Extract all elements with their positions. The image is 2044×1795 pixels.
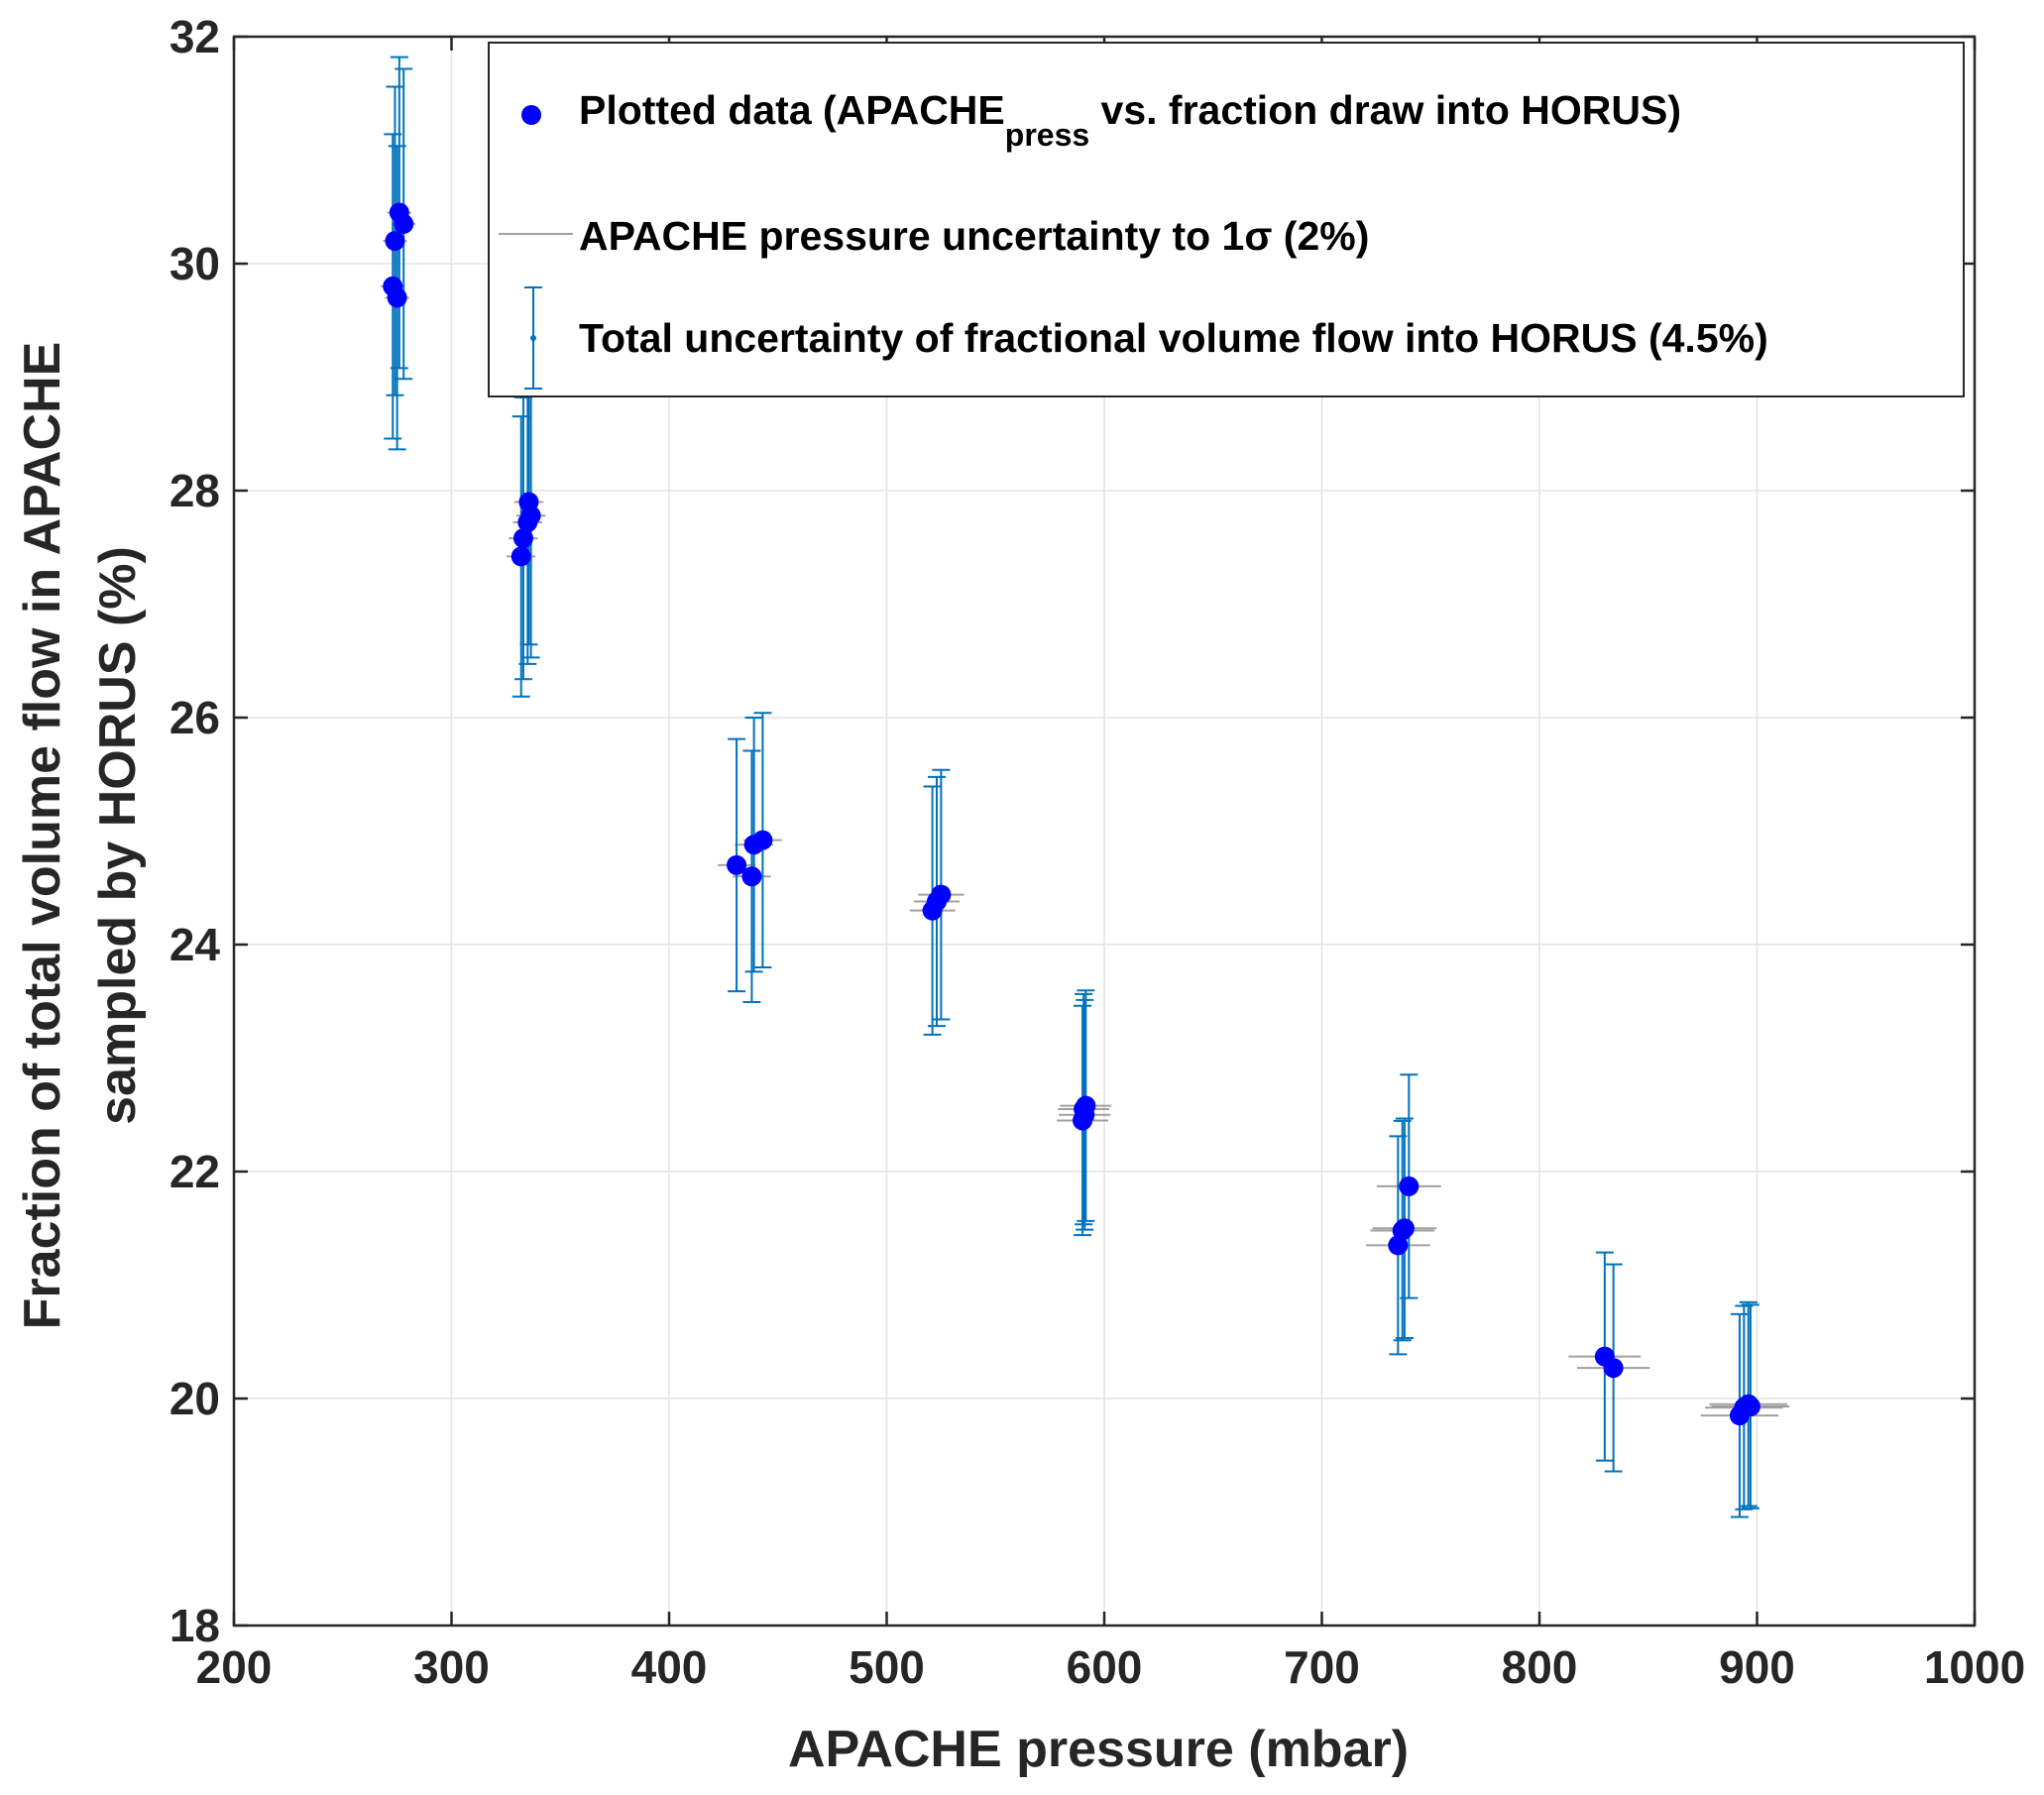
legend-marker-data [521, 105, 541, 125]
data-point [511, 546, 531, 567]
x-tick-label: 400 [631, 1641, 708, 1693]
data-point [727, 854, 747, 875]
x-tick-label: 600 [1067, 1641, 1143, 1693]
y-axis-title-line-2: sampled by HORUS (%) [89, 546, 147, 1125]
y-tick-label: 30 [170, 238, 220, 289]
legend-box [488, 42, 1965, 397]
data-point [1399, 1176, 1419, 1196]
data-point [1076, 1095, 1096, 1116]
data-point [512, 528, 533, 549]
x-tick-label: 500 [849, 1641, 925, 1693]
axis-ticks: 200 300 400 500 600 700 800 900 1000 18 20 22 24 26 28… [170, 11, 2025, 1693]
x-tick-label: 800 [1502, 1641, 1578, 1693]
legend-label-data-subscript: press [1005, 117, 1089, 153]
y-axis-title-line-1: Fraction of total volume flow in APACHE [14, 342, 71, 1330]
data-point [1394, 1218, 1415, 1239]
y-tick-label: 26 [170, 692, 220, 743]
legend: Plotted data (APACHEpress vs. fraction d… [488, 42, 1965, 397]
data-layer [381, 56, 1790, 1518]
y-tick-label: 20 [170, 1373, 220, 1424]
y-tick-label: 22 [170, 1146, 220, 1197]
legend-label-pressure: APACHE pressure uncertainty to 1σ (2%) [579, 213, 1369, 259]
y-tick-label: 28 [170, 465, 220, 516]
data-point [1603, 1358, 1624, 1379]
data-point [741, 866, 762, 887]
x-tick-label: 1000 [1924, 1641, 2025, 1693]
legend-label-data-suffix: vs. fraction draw into HORUS) [1089, 87, 1681, 133]
x-tick-label: 900 [1719, 1641, 1795, 1693]
data-point [385, 231, 405, 252]
data-point [752, 830, 773, 850]
x-axis-title: APACHE pressure (mbar) [788, 1721, 1409, 1778]
x-tick-label: 700 [1284, 1641, 1360, 1693]
data-point [1740, 1397, 1760, 1417]
legend-label-errorbar: Total uncertainty of fractional volume f… [579, 315, 1768, 361]
legend-label-data: Plotted data (APACHEpress vs. fraction d… [579, 87, 1681, 153]
legend-marker-errorbar [524, 286, 542, 390]
data-point [931, 884, 952, 905]
x-tick-label: 300 [413, 1641, 490, 1693]
legend-label-data-prefix: Plotted data (APACHE [579, 87, 1005, 133]
y-axis-title: Fraction of total volume flow in APACHE [14, 342, 71, 1330]
y-tick-label: 24 [170, 919, 221, 970]
y-tick-label: 18 [170, 1600, 220, 1651]
y-axis-title-2: sampled by HORUS (%) [89, 546, 147, 1125]
data-point [520, 505, 541, 526]
data-point [394, 213, 414, 234]
y-tick-label: 32 [170, 11, 220, 62]
x-tick-label: 200 [196, 1641, 273, 1693]
data-point [387, 287, 407, 308]
